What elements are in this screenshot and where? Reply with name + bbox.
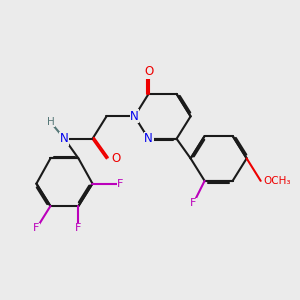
Text: OCH₃: OCH₃ <box>263 176 291 186</box>
Text: N: N <box>60 132 69 145</box>
Text: H: H <box>46 117 54 127</box>
Text: N: N <box>144 132 153 145</box>
Text: O: O <box>112 152 121 165</box>
Text: F: F <box>190 198 196 208</box>
Text: N: N <box>130 110 139 123</box>
Text: F: F <box>75 224 82 233</box>
Text: F: F <box>117 178 124 189</box>
Text: O: O <box>144 65 153 78</box>
Text: F: F <box>33 224 40 233</box>
